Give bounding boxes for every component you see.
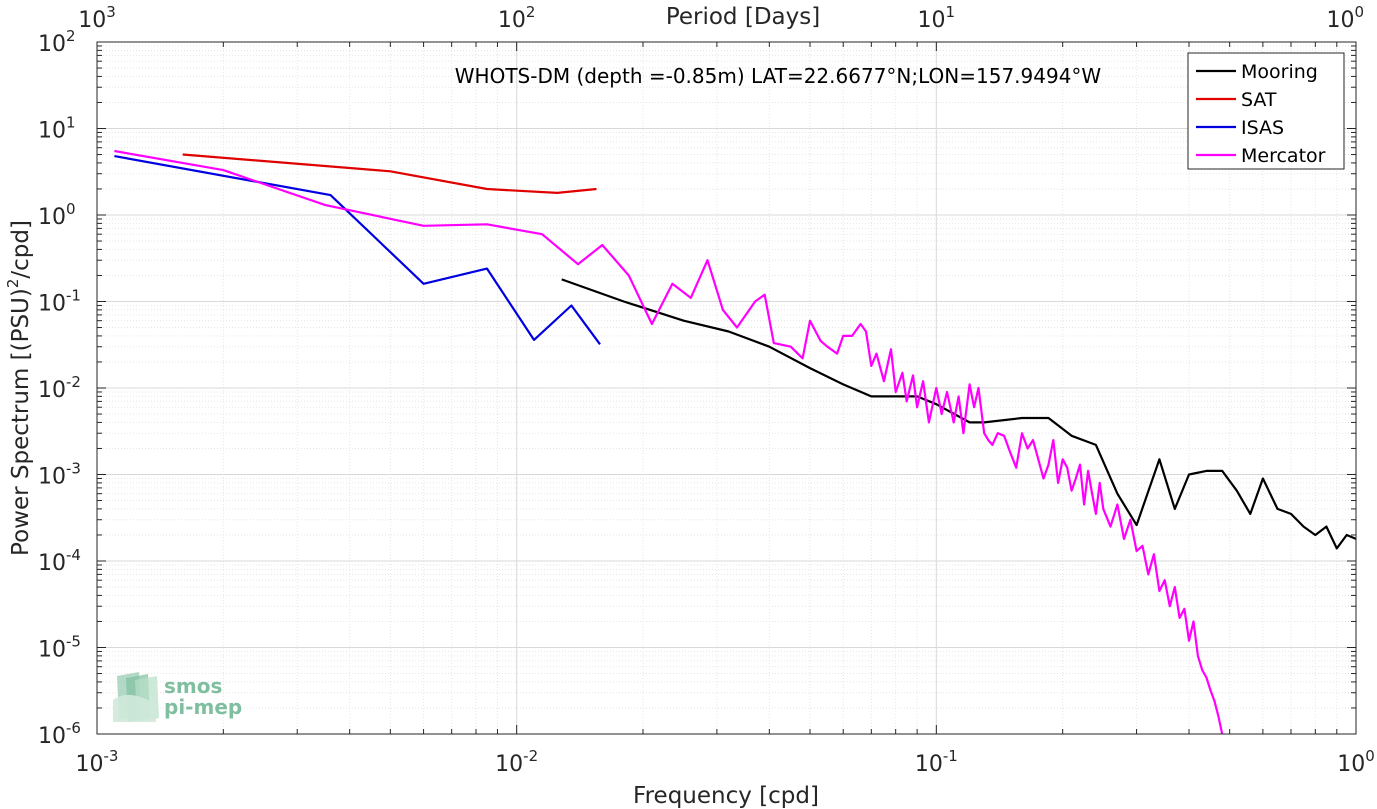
x-tick-exponent: -3 (104, 747, 119, 765)
top-tick-labels: 103 102 101 100 (78, 3, 1364, 33)
y-tick-label: 10-6 (38, 719, 81, 749)
y-tick-base: 10 (38, 292, 66, 317)
legend-box (1187, 52, 1345, 170)
logo-emblem-icon (113, 672, 159, 722)
y-tick-exponent: -6 (66, 719, 81, 737)
top-tick-label: 101 (918, 3, 956, 33)
y-axis-title-unit: /cpd] (8, 220, 34, 279)
y-tick-label: 10-5 (38, 633, 81, 663)
y-tick-label: 10-2 (38, 373, 81, 403)
x-tick-base: 10 (915, 752, 943, 777)
series-layer (114, 149, 1357, 735)
x-tick-labels: 10-3 10-2 10-1 100 (76, 747, 1375, 777)
x-tick-label: 10-2 (495, 747, 538, 777)
x-tick-base: 10 (1337, 752, 1365, 777)
y-tick-label: 10-1 (38, 287, 81, 317)
top-tick-label: 102 (498, 3, 536, 33)
logo-text-pi-mep: pi-mep (164, 695, 242, 719)
series-line-isas (114, 155, 601, 345)
y-tick-base: 10 (38, 465, 66, 490)
y-tick-label: 10-3 (38, 460, 81, 490)
y-tick-exponent: 0 (66, 200, 76, 218)
legend-label-sat: SAT (1241, 89, 1277, 111)
series-line-sat (182, 153, 597, 194)
y-axis-title: Power Spectrum [(PSU)2/cpd] (4, 220, 34, 556)
y-tick-base: 10 (38, 551, 66, 576)
x-tick-exponent: -2 (523, 747, 538, 765)
series-line-mercator (114, 149, 1224, 735)
x-tick-label: 10-3 (76, 747, 119, 777)
x-tick-exponent: -1 (943, 747, 958, 765)
x-tick-base: 10 (76, 752, 104, 777)
tick-marks (96, 41, 1357, 735)
y-tick-exponent: 2 (66, 27, 76, 45)
y-tick-exponent: -4 (66, 546, 81, 564)
legend-label-isas: ISAS (1241, 117, 1284, 139)
y-tick-label: 10-4 (38, 546, 81, 576)
y-tick-label: 101 (38, 114, 76, 144)
x-tick-exponent: 0 (1365, 747, 1375, 765)
top-tick-label: 103 (78, 3, 116, 33)
top-tick-exponent: 0 (1354, 3, 1364, 21)
smos-pi-mep-logo: smos pi-mep (113, 672, 242, 722)
top-tick-exponent: 1 (946, 3, 956, 21)
legend-items: Mooring SAT ISAS Mercator (1196, 61, 1326, 167)
series-line-mooring (561, 278, 1357, 550)
y-tick-base: 10 (38, 638, 66, 663)
station-annotation: WHOTS-DM (depth =-0.85m) LAT=22.6677°N;L… (455, 64, 1102, 88)
y-tick-base: 10 (38, 205, 66, 230)
top-axis-title: Period [Days] (666, 4, 820, 30)
x-tick-label: 100 (1337, 747, 1375, 777)
legend: Mooring SAT ISAS Mercator (1187, 52, 1345, 170)
y-tick-label: 100 (38, 200, 76, 230)
top-tick-base: 10 (78, 8, 106, 33)
logo-text-smos: smos (164, 674, 222, 698)
y-tick-exponent: -3 (66, 460, 81, 478)
y-tick-base: 10 (38, 119, 66, 144)
y-tick-base: 10 (38, 724, 66, 749)
y-tick-exponent: -5 (66, 633, 81, 651)
y-axis-title-exponent: 2 (4, 279, 22, 289)
y-tick-label: 102 (38, 27, 76, 57)
y-axis-title-main: Power Spectrum [(PSU) (8, 288, 34, 556)
legend-label-mooring: Mooring (1241, 61, 1318, 83)
y-tick-base: 10 (38, 32, 66, 57)
y-tick-exponent: -1 (66, 287, 81, 305)
y-tick-exponent: 1 (66, 114, 76, 132)
x-tick-label: 10-1 (915, 747, 958, 777)
legend-label-mercator: Mercator (1241, 145, 1326, 167)
x-tick-base: 10 (495, 752, 523, 777)
top-tick-base: 10 (498, 8, 526, 33)
y-tick-base: 10 (38, 378, 66, 403)
top-tick-label: 100 (1326, 3, 1364, 33)
top-tick-base: 10 (1326, 8, 1354, 33)
x-axis-title: Frequency [cpd] (633, 783, 819, 809)
top-tick-exponent: 2 (526, 3, 536, 21)
y-tick-exponent: -2 (66, 373, 81, 391)
top-tick-base: 10 (918, 8, 946, 33)
top-tick-exponent: 3 (106, 3, 116, 21)
